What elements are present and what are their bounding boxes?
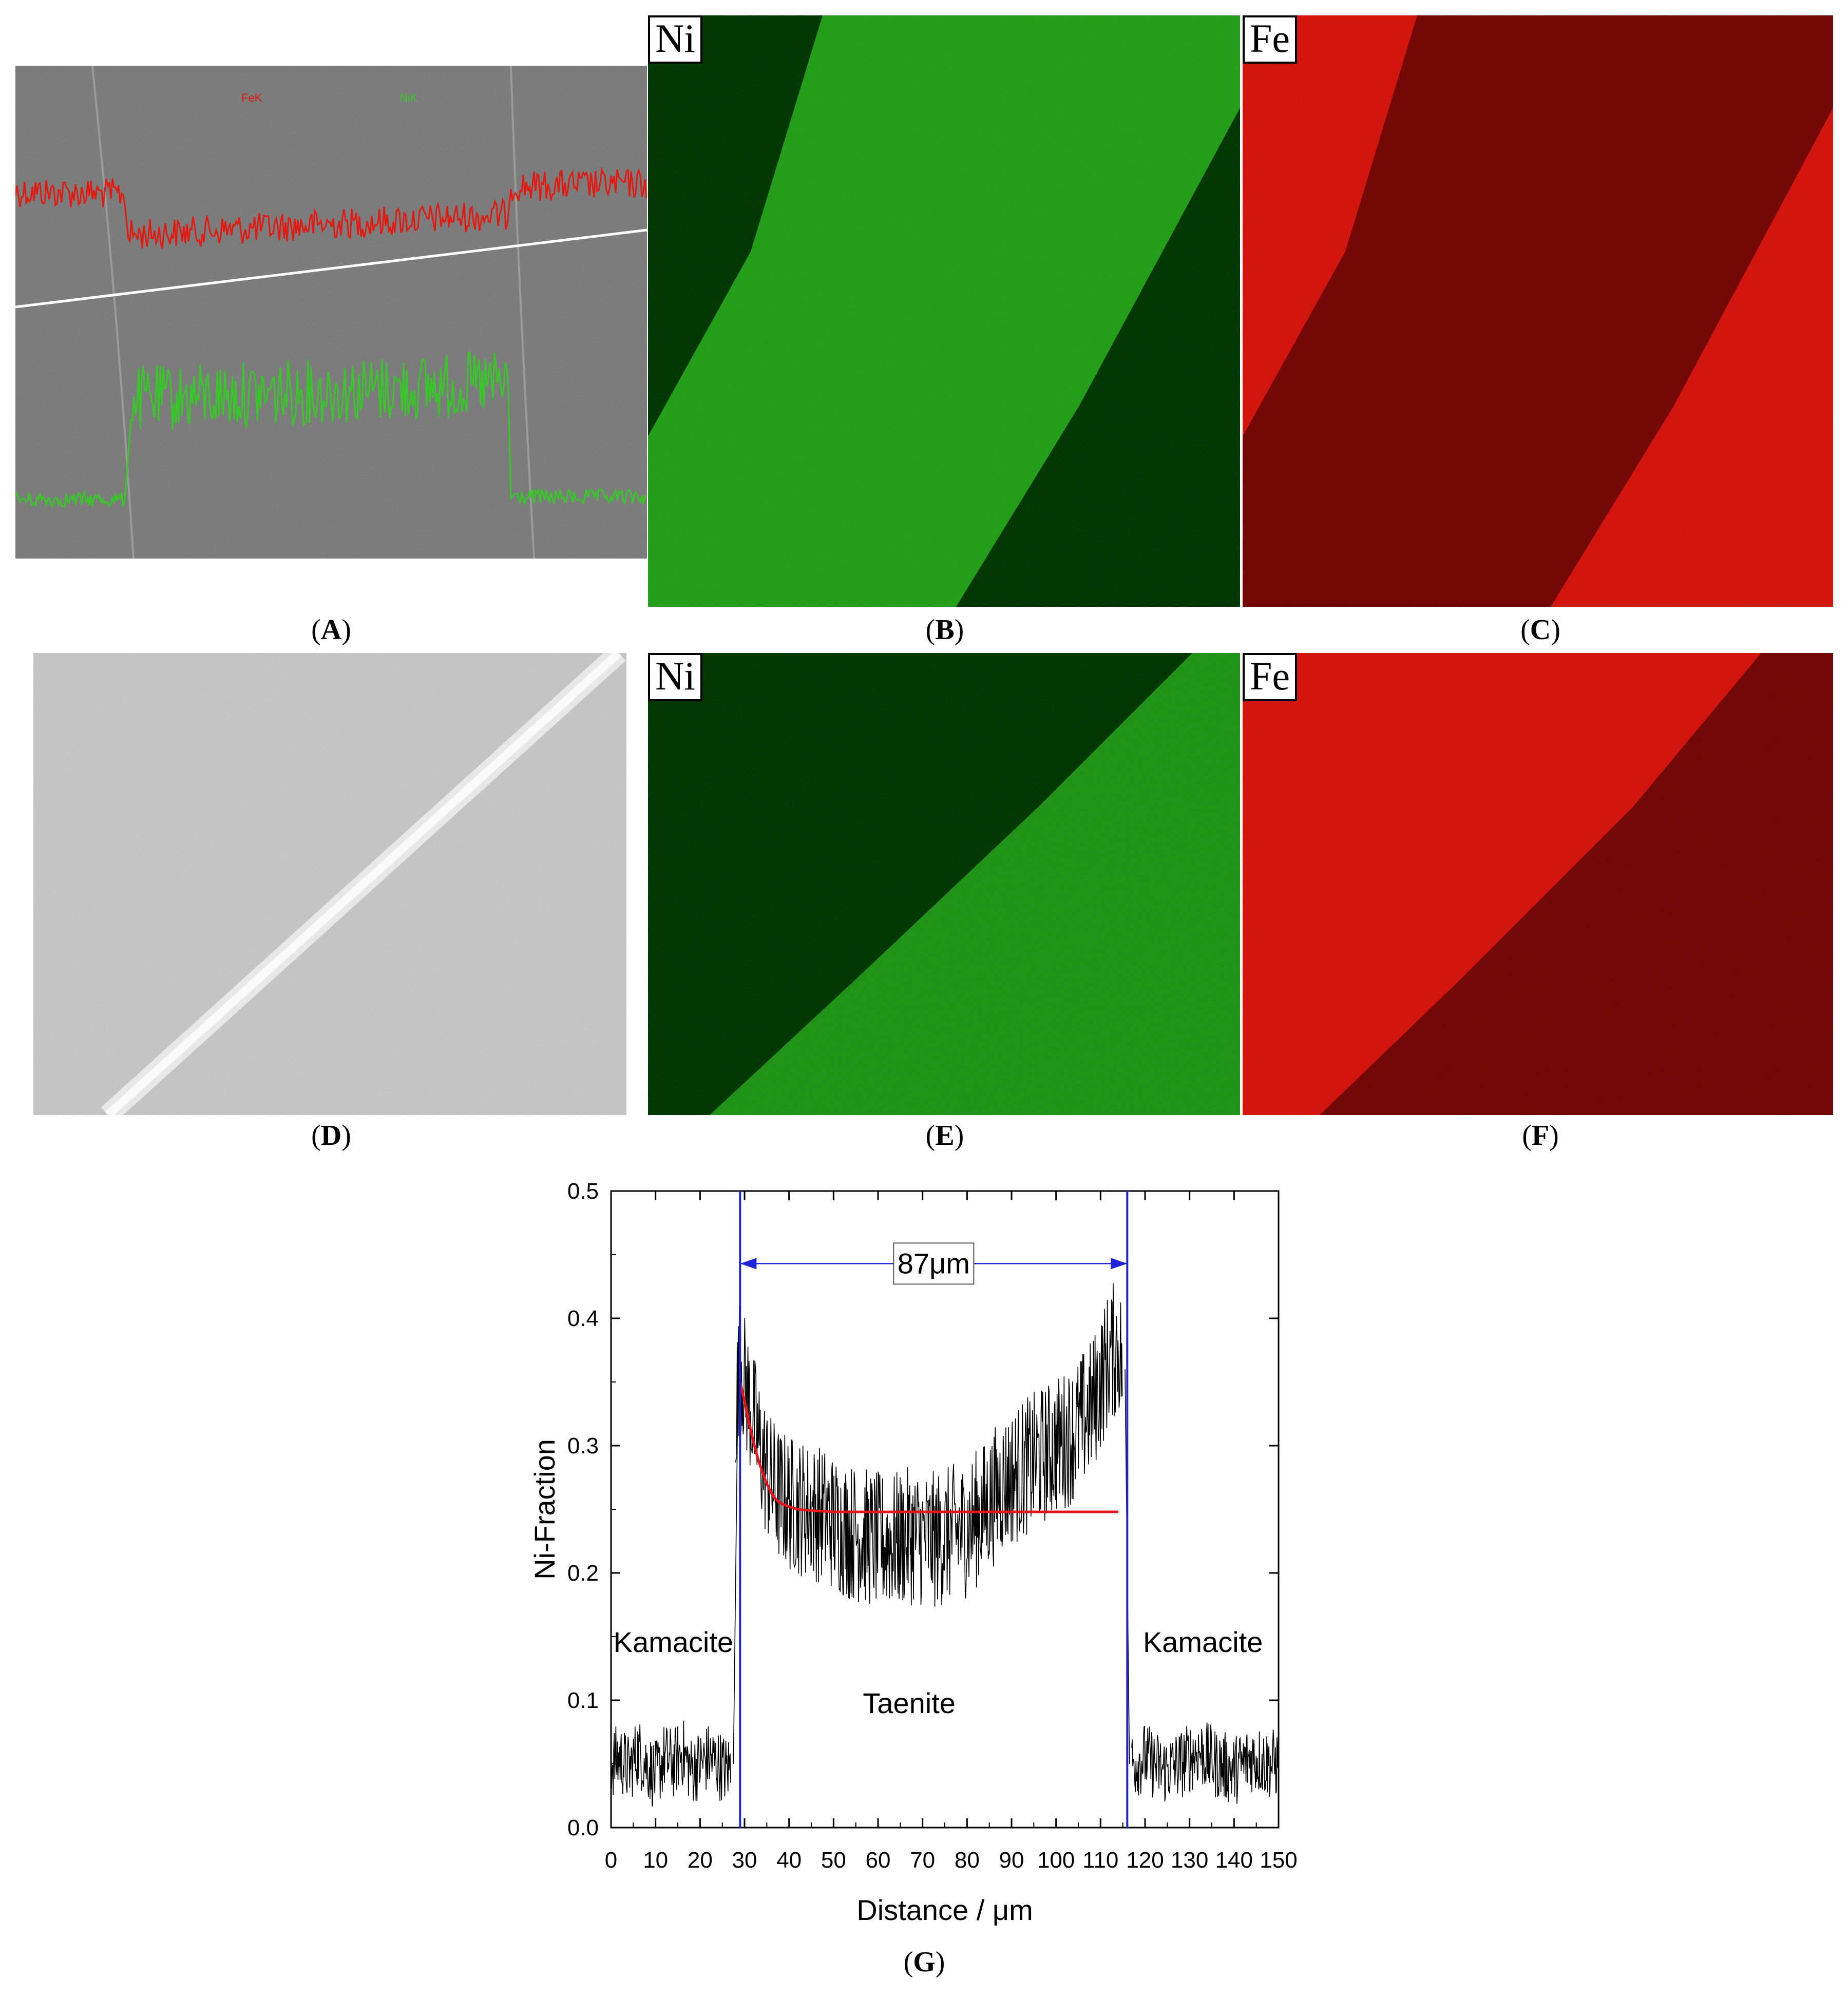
y-tick-label: 0.1: [567, 1688, 599, 1713]
profile-step-left: [733, 1394, 738, 1764]
x-tick-label: 120: [1126, 1848, 1164, 1873]
panel-a-ni-legend: NiK: [399, 91, 418, 104]
x-tick-label: 30: [732, 1848, 757, 1873]
y-tick-label: 0.2: [567, 1561, 599, 1586]
panel-e-ni-map: Ni: [648, 653, 1240, 1115]
chart-svg: 0 10 20 30 40 50 60 70 80 90 100 110 120 130 140 150 0.0…: [528, 1179, 1298, 1926]
panel-f-fe-map: Fe: [1243, 653, 1833, 1115]
panel-a-fe-trace: [15, 166, 647, 249]
panel-a-ni-trace: [15, 351, 647, 509]
x-tick-label: 70: [910, 1848, 935, 1873]
panel-d-sem-image: [33, 653, 626, 1115]
panel-a-image: [15, 66, 647, 559]
x-tick-label: 40: [776, 1848, 802, 1873]
y-tick-label: 0.3: [567, 1433, 599, 1458]
panel-b-element-label: Ni: [648, 15, 702, 64]
caption-b: (B): [925, 614, 964, 646]
width-annotation: 87μm: [898, 1247, 970, 1279]
region-label: Kamacite: [1143, 1626, 1263, 1658]
y-tick-label: 0.4: [567, 1306, 599, 1331]
panel-a-fe-legend: FeK: [241, 91, 262, 104]
caption-e: (E): [925, 1120, 964, 1151]
panel-e-element-label: Ni: [648, 653, 702, 701]
panel-c-element-label: Fe: [1243, 15, 1297, 64]
panel-f-element-label: Fe: [1243, 653, 1297, 701]
x-axis-title: Distance / μm: [856, 1894, 1033, 1926]
x-tick-label: 110: [1082, 1848, 1118, 1873]
caption-c: (C): [1520, 614, 1560, 646]
x-tick-label: 150: [1260, 1848, 1297, 1873]
caption-a: (A): [311, 614, 351, 646]
x-tick-label: 100: [1037, 1848, 1075, 1873]
profile-series-segment: [611, 1720, 731, 1807]
y-tick-label: 0.0: [567, 1815, 599, 1840]
x-tick-label: 60: [866, 1848, 891, 1873]
width-arrow-head-right: [1111, 1258, 1128, 1270]
x-tick-label: 0: [605, 1848, 617, 1873]
profile-series-segment: [1131, 1722, 1279, 1804]
caption-g: (G): [903, 1946, 945, 1978]
y-axis-title: Ni-Fraction: [528, 1439, 561, 1580]
x-tick-label: 90: [999, 1848, 1024, 1873]
caption-f: (F): [1522, 1120, 1559, 1151]
x-tick-label: 80: [955, 1848, 980, 1873]
fit-curve: [738, 1381, 1118, 1513]
panel-g-ni-profile-chart: 0 10 20 30 40 50 60 70 80 90 100 110 120 130 140 150 0.0…: [513, 1179, 1314, 1941]
region-label: Taenite: [863, 1687, 956, 1719]
width-arrow-head-left: [740, 1258, 757, 1270]
panel-b-ni-map: Ni: [648, 15, 1240, 607]
width-annotation-box: [893, 1242, 975, 1285]
x-tick-label: 50: [821, 1848, 846, 1873]
y-tick-label: 0.5: [567, 1181, 599, 1204]
caption-d: (D): [311, 1120, 351, 1151]
x-tick-label: 130: [1171, 1848, 1208, 1873]
profile-series-segment: [735, 1283, 1123, 1607]
x-tick-label: 140: [1215, 1848, 1253, 1873]
x-tick-label: 20: [688, 1848, 713, 1873]
panel-c-fe-map: Fe: [1243, 15, 1833, 607]
panel-a-sem-linescan: FeK NiK: [15, 66, 647, 559]
region-label: Kamacite: [614, 1626, 733, 1658]
x-tick-label: 10: [643, 1848, 668, 1873]
